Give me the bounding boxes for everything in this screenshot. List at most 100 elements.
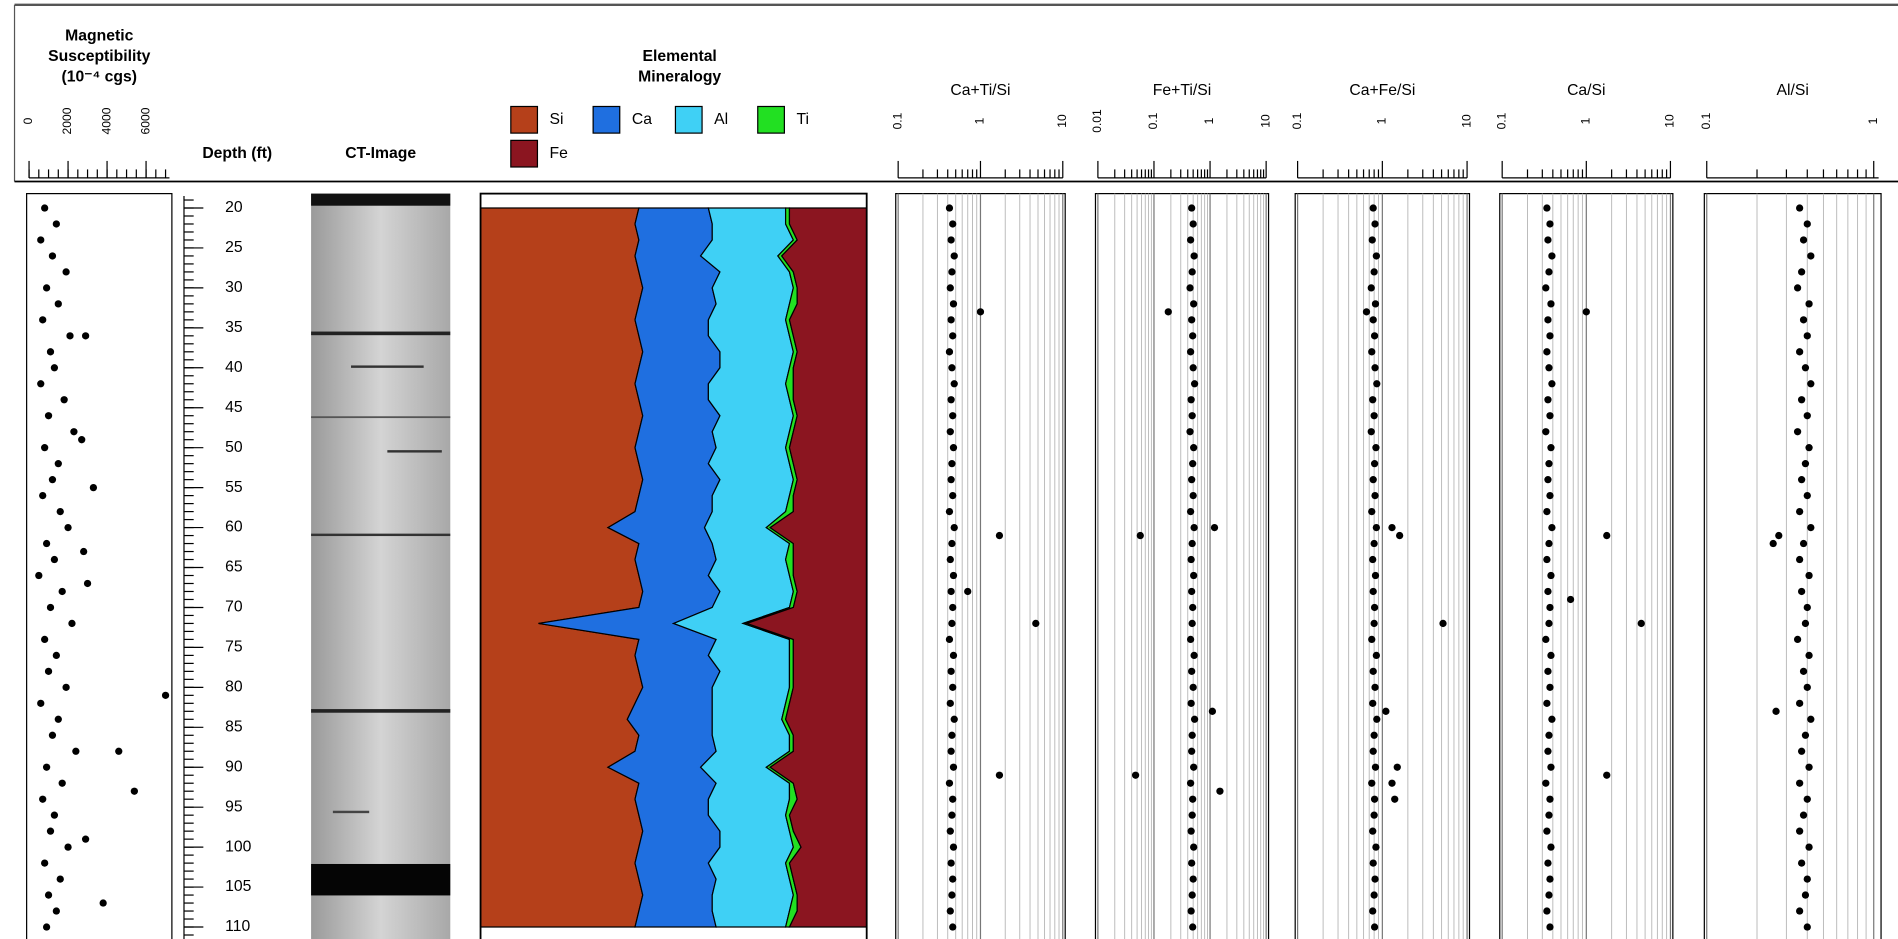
data-point — [1391, 796, 1398, 803]
data-point — [1804, 684, 1811, 691]
data-point — [947, 428, 954, 435]
data-point — [1190, 364, 1197, 371]
data-point — [1545, 891, 1552, 898]
data-point — [1804, 492, 1811, 499]
data-point — [1211, 524, 1218, 531]
depth-tick-label: 65 — [225, 559, 243, 576]
data-point — [996, 532, 1003, 539]
data-point — [1804, 923, 1811, 930]
legend-label: Ca — [632, 111, 652, 128]
data-point — [1388, 780, 1395, 787]
data-point — [947, 556, 954, 563]
depth-tick-label: 70 — [225, 599, 243, 616]
data-point — [55, 460, 62, 467]
x-tick-label: 1 — [1579, 117, 1593, 124]
data-point — [1368, 284, 1375, 291]
data-point — [1370, 668, 1377, 675]
data-point — [1189, 332, 1196, 339]
data-point — [1805, 444, 1812, 451]
x-tick-label: 0.1 — [1146, 112, 1160, 129]
data-point — [1371, 796, 1378, 803]
data-point — [162, 692, 169, 699]
data-point — [49, 476, 56, 483]
data-point — [947, 748, 954, 755]
data-point — [51, 556, 58, 563]
data-point — [1544, 476, 1551, 483]
data-point — [1800, 812, 1807, 819]
depth-tick-label: 85 — [225, 718, 243, 735]
x-tick-label: 1 — [1375, 117, 1389, 124]
data-point — [47, 828, 54, 835]
depth-tick-label: 60 — [225, 519, 243, 536]
data-point — [1796, 204, 1803, 211]
data-point — [1583, 308, 1590, 315]
data-point — [1804, 412, 1811, 419]
x-tick-label: 2000 — [60, 107, 74, 134]
data-point — [115, 748, 122, 755]
plot-frame — [27, 194, 172, 939]
data-point — [1371, 732, 1378, 739]
data-point — [1800, 316, 1807, 323]
data-point — [41, 636, 48, 643]
depth-tick-label: 95 — [225, 798, 243, 815]
data-point — [1216, 788, 1223, 795]
data-point — [1543, 556, 1550, 563]
data-point — [1190, 444, 1197, 451]
data-point — [1804, 332, 1811, 339]
data-point — [1371, 684, 1378, 691]
data-point — [1190, 843, 1197, 850]
depth-tick-label: 40 — [225, 359, 243, 376]
data-point — [1802, 891, 1809, 898]
data-point — [947, 828, 954, 835]
data-point — [37, 700, 44, 707]
data-point — [1370, 748, 1377, 755]
data-point — [1807, 716, 1814, 723]
data-point — [1369, 907, 1376, 914]
data-point — [82, 332, 89, 339]
data-point — [1382, 708, 1389, 715]
data-point — [947, 700, 954, 707]
data-point — [996, 772, 1003, 779]
data-point — [947, 668, 954, 675]
x-tick-label: 10 — [1663, 114, 1677, 128]
data-point — [59, 780, 66, 787]
data-point — [946, 204, 953, 211]
data-point — [948, 891, 955, 898]
panel-title: Ca+Ti/Si — [950, 82, 1010, 99]
data-point — [1189, 732, 1196, 739]
data-point — [62, 268, 69, 275]
depth-tick-label: 80 — [225, 679, 243, 696]
data-point — [1543, 907, 1550, 914]
data-point — [1373, 652, 1380, 659]
data-point — [131, 788, 138, 795]
data-point — [1546, 923, 1553, 930]
data-point — [1189, 412, 1196, 419]
data-point — [1546, 412, 1553, 419]
ct-dark-band — [311, 416, 450, 418]
x-tick-label: 1 — [1202, 117, 1216, 124]
area — [481, 208, 643, 927]
data-point — [1805, 572, 1812, 579]
data-point — [78, 436, 85, 443]
data-point — [1545, 732, 1552, 739]
data-point — [39, 316, 46, 323]
data-point — [1188, 859, 1195, 866]
data-point — [1189, 268, 1196, 275]
data-point — [1187, 236, 1194, 243]
data-point — [45, 891, 52, 898]
data-point — [1363, 308, 1370, 315]
data-point — [1798, 476, 1805, 483]
data-point — [41, 204, 48, 211]
depth-tick-label: 110 — [225, 918, 250, 935]
data-point — [1796, 828, 1803, 835]
data-point — [1542, 636, 1549, 643]
data-point — [947, 284, 954, 291]
depth-tick-label: 75 — [225, 639, 243, 656]
data-point — [1190, 524, 1197, 531]
ct-dark-band — [311, 709, 450, 713]
data-point — [53, 220, 60, 227]
data-point — [1190, 875, 1197, 882]
depth-tick-label: 30 — [225, 279, 243, 296]
depth-tick-label: 20 — [225, 199, 243, 216]
data-point — [1188, 907, 1195, 914]
